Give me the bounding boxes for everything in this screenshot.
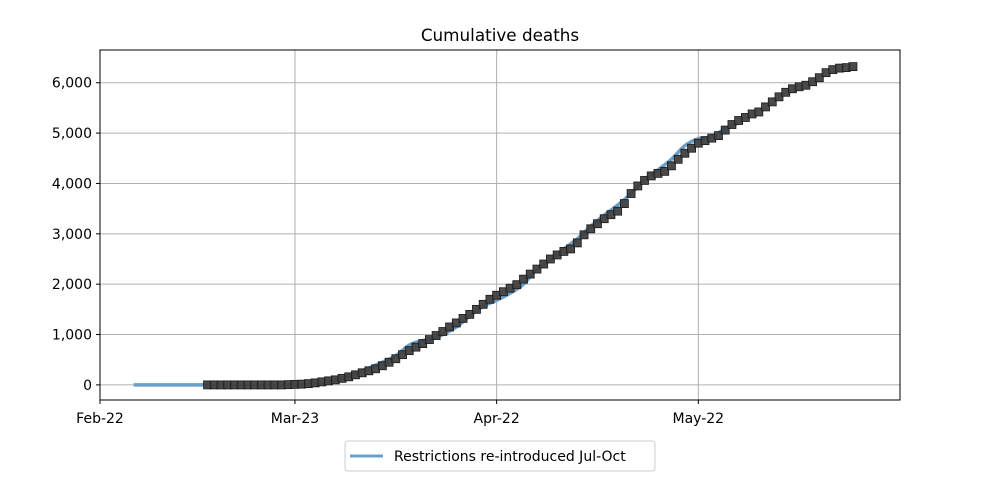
data-point-marker <box>613 206 623 216</box>
data-point-marker <box>566 244 575 254</box>
data-point-marker <box>512 280 522 290</box>
data-point-marker <box>761 102 770 112</box>
data-point-marker <box>438 327 448 336</box>
x-tick-label: Apr-22 <box>474 411 520 427</box>
data-point-marker <box>687 143 696 153</box>
legend: Restrictions re-introduced Jul-Oct <box>344 440 656 472</box>
axes: 0 1,000 2,000 3,000 4,000 5,000 6,000 Feb-22 Mar… <box>52 76 724 427</box>
grid <box>100 50 900 400</box>
plot-frame <box>99 49 901 401</box>
data-point-marker <box>848 62 858 72</box>
data-point-marker <box>586 224 596 234</box>
data-point-marker <box>539 259 549 269</box>
data-point-marker <box>633 181 643 191</box>
y-tick-label: 3,000 <box>52 227 92 243</box>
data-point-marker <box>478 299 488 309</box>
data-point-marker <box>680 148 690 158</box>
legend-box <box>344 440 656 472</box>
data-point-marker <box>525 269 535 279</box>
data-point-marker <box>532 264 542 274</box>
chart-title: Cumulative deaths <box>421 25 579 45</box>
data-point-marker <box>814 73 824 83</box>
x-tick-label: May-22 <box>673 411 725 427</box>
data-point-marker <box>572 238 582 248</box>
y-tick-label: 0 <box>83 378 92 394</box>
x-tick-label: Feb-22 <box>76 411 124 427</box>
x-tick-label: Mar-23 <box>271 411 319 427</box>
data-point-marker <box>519 274 528 284</box>
data-point-marker <box>640 176 649 185</box>
plot-series <box>133 62 858 390</box>
data-point-marker <box>754 107 764 117</box>
y-tick-label: 6,000 <box>52 76 92 92</box>
data-point-marker <box>673 154 683 164</box>
data-point-marker <box>465 309 475 319</box>
y-tick-label: 5,000 <box>52 126 92 142</box>
data-point-marker <box>619 199 629 208</box>
data-point-marker <box>667 161 676 171</box>
y-tick-label: 4,000 <box>52 176 92 192</box>
data-point-marker <box>472 304 481 314</box>
data-point-marker <box>626 189 636 198</box>
data-point-marker <box>774 92 784 102</box>
data-point-marker <box>714 131 723 141</box>
data-point-marker <box>579 230 589 240</box>
data-point-marker <box>451 318 461 328</box>
data-point-marker <box>720 125 730 135</box>
data-point-marker <box>593 219 602 229</box>
y-tick-label: 2,000 <box>52 277 92 293</box>
data-point-marker <box>660 166 670 176</box>
series-line-restrictions <box>133 121 740 387</box>
data-point-marker <box>767 97 777 107</box>
y-tick-label: 1,000 <box>52 328 92 344</box>
legend-label-restrictions: Restrictions re-introduced Jul-Oct <box>394 449 626 465</box>
